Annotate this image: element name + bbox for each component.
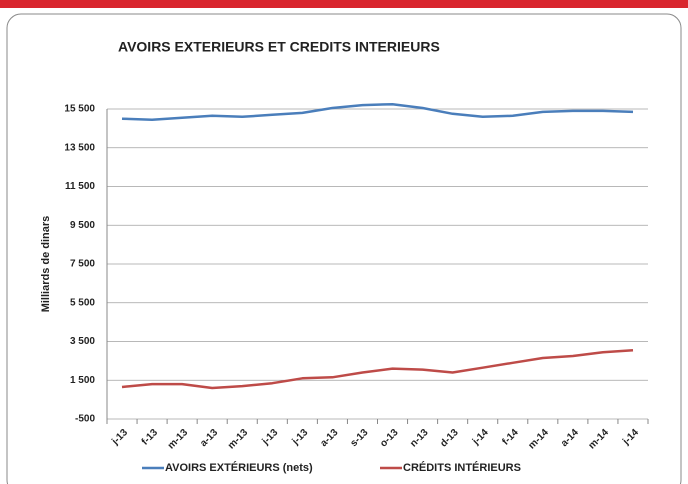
legend-label: CRÉDITS INTÉRIEURS xyxy=(403,461,521,474)
y-tick-label: 9 500 xyxy=(70,220,95,231)
y-tick-label: 11 500 xyxy=(65,181,95,192)
top-bar xyxy=(0,0,688,8)
y-tick-label: 15 500 xyxy=(64,104,95,115)
chart-title: AVOIRS EXTERIEURS ET CREDITS INTERIEURS xyxy=(118,39,440,55)
y-tick-label: 3 500 xyxy=(70,336,95,347)
y-axis-label: Milliards de dinars xyxy=(40,216,52,313)
y-tick-label: 7 500 xyxy=(70,259,95,270)
frame xyxy=(6,13,682,484)
y-tick-label: 5 500 xyxy=(70,297,95,308)
line-series xyxy=(121,102,634,121)
y-tick-label: -500 xyxy=(75,414,95,425)
y-tick-label: 13 500 xyxy=(64,142,95,153)
line-series xyxy=(121,348,634,390)
legend-label: AVOIRS EXTÉRIEURS (nets) xyxy=(165,461,313,474)
y-tick-label: 1 500 xyxy=(70,375,95,386)
